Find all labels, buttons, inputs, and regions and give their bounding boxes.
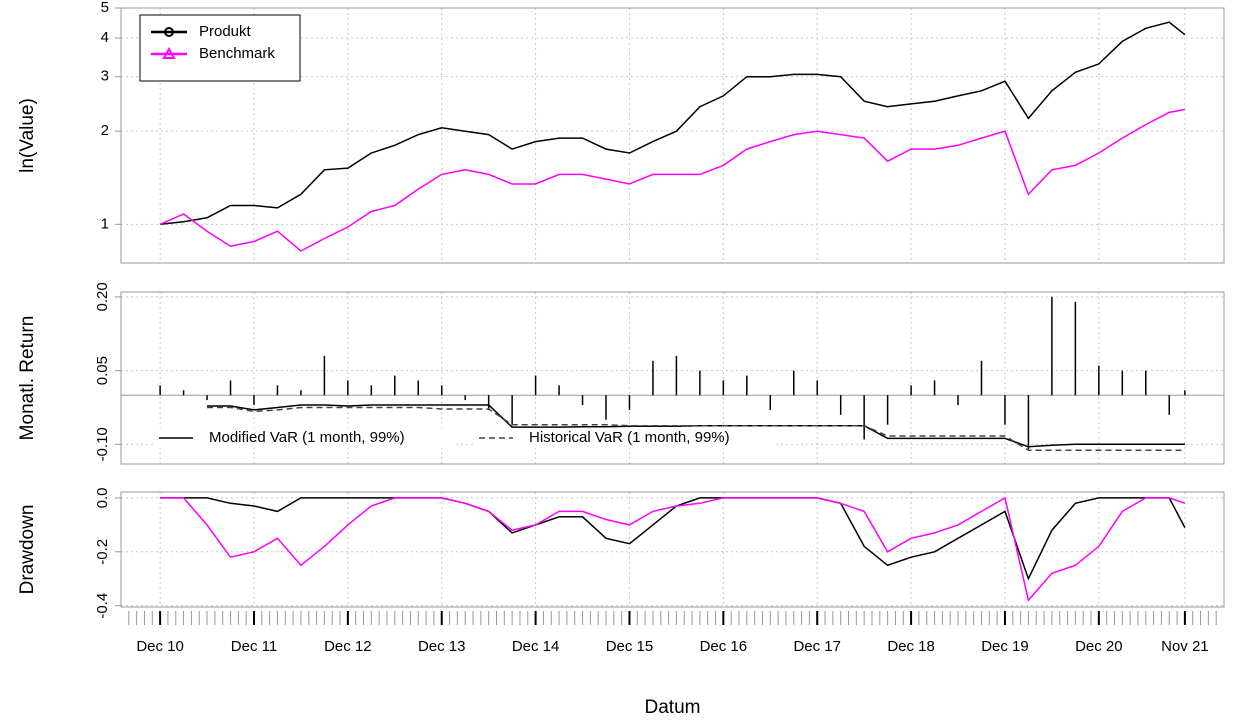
x-tick-label: Dec 15 <box>606 638 654 655</box>
y-tick-label: 0.20 <box>94 282 111 311</box>
y-tick-label: 2 <box>101 122 109 139</box>
y-tick-label: 4 <box>101 29 109 46</box>
legend-bg <box>475 428 775 448</box>
series-line <box>159 108 1186 252</box>
x-tick-label: Dec 18 <box>887 638 935 655</box>
series-line <box>207 404 1185 448</box>
x-tick-label: Dec 14 <box>512 638 560 655</box>
y-axis-label: Monatl. Return <box>17 316 38 441</box>
y-tick-label: 0.05 <box>94 356 111 385</box>
legend-label: Benchmark <box>199 45 275 62</box>
x-tick-label: Dec 16 <box>700 638 748 655</box>
x-axis-label: Datum <box>645 697 701 718</box>
legend-marker <box>164 27 174 37</box>
x-tick-label: Dec 13 <box>418 638 466 655</box>
plot-frame <box>120 291 1225 465</box>
legend-box <box>139 14 301 82</box>
x-tick-label: Dec 11 <box>231 638 277 655</box>
legend-label: Modified VaR (1 month, 99%) <box>209 429 405 446</box>
y-axis-label: ln(Value) <box>17 98 38 173</box>
series-line <box>160 21 1186 226</box>
y-tick-label: 0.0 <box>94 487 111 508</box>
x-tick-label: Dec 10 <box>136 638 184 655</box>
y-tick-label: -0.10 <box>94 427 111 461</box>
series-line <box>160 497 1186 581</box>
y-tick-label: -0.4 <box>94 593 111 619</box>
series-line <box>160 496 1186 602</box>
legend-label: Produkt <box>199 23 252 40</box>
y-tick-label: -0.2 <box>94 539 111 565</box>
x-tick-label: Dec 19 <box>981 638 1029 655</box>
y-axis-label: Drawdown <box>17 505 38 595</box>
x-tick-label: Dec 17 <box>793 638 841 655</box>
plot-frame <box>120 491 1225 608</box>
legend-label: Historical VaR (1 month, 99%) <box>529 429 730 446</box>
y-tick-label: 3 <box>101 68 109 85</box>
plot-frame <box>120 7 1225 264</box>
series-line <box>207 406 1185 451</box>
y-tick-label: 5 <box>101 0 109 16</box>
x-tick-label: Dec 20 <box>1075 638 1123 655</box>
legend-bg <box>155 428 455 448</box>
y-tick-label: 1 <box>101 215 109 232</box>
x-tick-label: Nov 21 <box>1161 638 1209 655</box>
legend-marker <box>162 46 176 59</box>
x-tick-label: Dec 12 <box>324 638 372 655</box>
